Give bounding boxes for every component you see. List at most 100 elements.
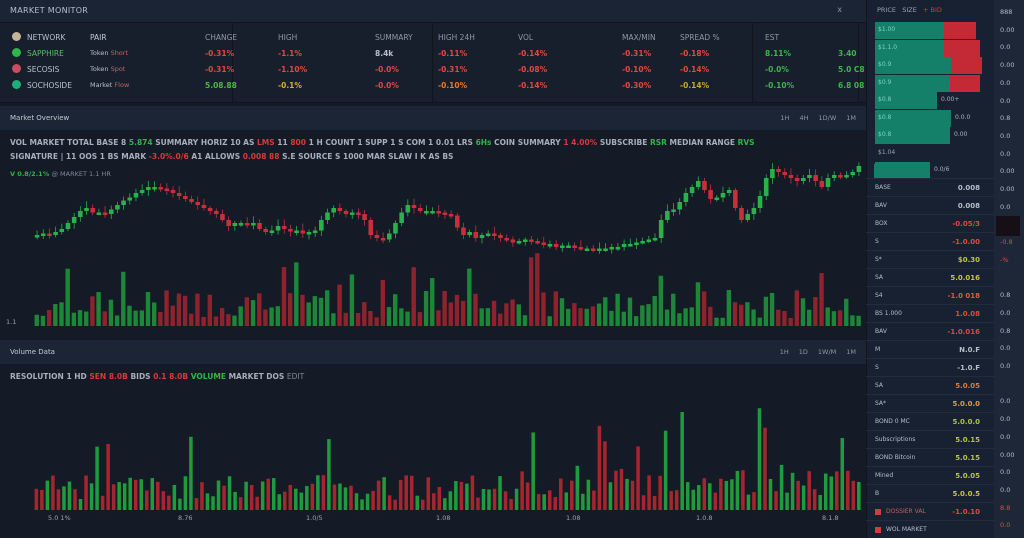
ticker-value: -0.31%: [622, 49, 652, 58]
far-column-value: 0.0: [1000, 432, 1011, 441]
info-token: SEN: [89, 372, 109, 381]
bid-depth-bar: [875, 22, 944, 39]
timeframe-tab[interactable]: 1M: [846, 114, 856, 122]
timeframe-tab[interactable]: 1M: [846, 348, 856, 356]
order-book-list-row[interactable]: SA 5.0.05: [866, 376, 994, 394]
timeframe-tab[interactable]: 1W/M: [817, 348, 837, 356]
ask-depth-bar: [951, 57, 982, 74]
depth-size: 0.00: [954, 131, 968, 138]
x-axis-tick-label: 1.08: [566, 514, 581, 522]
ticker-column-header[interactable]: HIGH: [278, 33, 298, 42]
info-token: 0.01 LRS: [435, 138, 476, 147]
alert-icon: [875, 508, 881, 515]
order-book-list-row[interactable]: BOND 0 MC 5.0.0.0: [866, 412, 994, 430]
price-info-line-2: SIGNATURE | 11 OOS 1 BS MARK -3.0%.0/6 A…: [10, 152, 453, 161]
list-value: N.0.F: [959, 346, 980, 354]
depth-price: $0.8: [878, 131, 892, 138]
window-titlebar: MARKET MONITOR x: [0, 0, 866, 23]
order-book-list-row[interactable]: S* $0.30: [866, 250, 994, 268]
order-book-list-row[interactable]: BAV -1.0.016: [866, 322, 994, 340]
order-book-list-row[interactable]: BOND Bitcoin 5.0.15: [866, 448, 994, 466]
order-book-list-row[interactable]: BAV 0.008: [866, 196, 994, 214]
ticker-column-header[interactable]: HIGH 24H: [438, 33, 475, 42]
x-axis-tick-label: 1.0.8: [696, 514, 713, 522]
order-book-depth-row[interactable]: $0.8 0.00+: [875, 92, 987, 109]
order-book-depth-row[interactable]: $1.04: [875, 145, 987, 162]
order-book-list-row[interactable]: S -1.0.00: [866, 232, 994, 250]
order-book-depth-row[interactable]: $0.8 0.00: [875, 127, 987, 144]
order-book-depth-row[interactable]: $1.1.0: [875, 39, 987, 57]
list-value: 5.0.15: [955, 454, 980, 462]
close-icon[interactable]: x: [837, 5, 842, 14]
list-value: 5.0.016: [950, 274, 980, 282]
timeframe-tab[interactable]: 1D: [798, 348, 808, 356]
order-book-list-row[interactable]: S -1.0.F: [866, 358, 994, 376]
order-book-list-row[interactable]: S4 -1.0 018: [866, 286, 994, 304]
list-label: S*: [875, 256, 882, 263]
price-chart[interactable]: VOL MARKET TOTAL BASE 8 5.874 SUMMARY HO…: [0, 130, 866, 338]
ticker-value: -1.10%: [278, 65, 308, 74]
order-book-list-row[interactable]: BOX -0.05/3: [866, 214, 994, 232]
order-book-col-size: SIZE: [902, 6, 917, 14]
info-token: @ MARKET 1.1 HR: [51, 170, 111, 178]
info-token: VOL MARKET TOTAL: [10, 138, 97, 147]
ticker-symbol[interactable]: SAPPHIRE: [27, 49, 64, 58]
order-book-list-row[interactable]: BASE 0.008: [866, 178, 994, 196]
ticker-column-header[interactable]: SUMMARY: [375, 33, 413, 42]
far-column-value: 0.0: [1000, 415, 1011, 424]
list-value: -0.05/3: [952, 220, 980, 228]
far-column-value: 0.8: [1000, 291, 1011, 300]
ticker-column-header[interactable]: MAX/MIN: [622, 33, 656, 42]
far-column-value: 0.0: [1000, 521, 1011, 530]
order-book-list-row[interactable]: WOL MARKET: [866, 520, 994, 538]
list-label: Subscriptions: [875, 436, 916, 443]
timeframe-tab[interactable]: 1H: [780, 114, 790, 122]
far-right-column: 888 0.00 0.0 0.00 0.0 0.0 0.8 0.0 0.0 0.00 0.00 0.0…: [994, 0, 1024, 538]
volume-chart[interactable]: RESOLUTION 1 HD SEN 8.0B BIDS 0.1 8.0B V…: [0, 364, 866, 538]
timeframe-tab[interactable]: 1H: [779, 348, 789, 356]
order-book-list-row[interactable]: Subscriptions 5.0.15: [866, 430, 994, 448]
order-book-list-row[interactable]: SA* 5.0.0.0: [866, 394, 994, 412]
ticker-pair-desc: Market Flow: [90, 81, 130, 89]
order-book-list-row[interactable]: SA 5.0.016: [866, 268, 994, 286]
timeframe-tab[interactable]: 1D/W: [818, 114, 837, 122]
order-book-list-row[interactable]: B 5.0.0.5: [866, 484, 994, 502]
order-book-list-row[interactable]: DOSSIER VAL -1.0.10: [866, 502, 994, 520]
order-book-depth-row[interactable]: $0.9: [875, 74, 987, 92]
far-column-value: 0.8: [1000, 114, 1011, 123]
ticker-value: -0.0%: [375, 81, 399, 90]
far-column-value: 0.0: [1000, 149, 1011, 158]
ticker-value: -0.0%: [375, 65, 399, 74]
price-info-line-1: VOL MARKET TOTAL BASE 8 5.874 SUMMARY HO…: [10, 138, 755, 147]
list-value: 5.0.0.5: [952, 490, 980, 498]
info-token: 11: [277, 138, 291, 147]
order-book-depth-row[interactable]: $1.00: [875, 22, 987, 39]
ask-depth-bar: [944, 22, 976, 39]
ticker-symbol[interactable]: SOCHOSIDE: [27, 81, 72, 90]
ticker-column-header[interactable]: CHANGE: [205, 33, 238, 42]
x-axis-tick-label: 1.08: [436, 514, 451, 522]
far-column-value: 8.8: [1000, 503, 1011, 512]
list-value: -1.0.10: [952, 508, 980, 516]
depth-price: $1.00: [878, 26, 896, 33]
order-book-list-row[interactable]: M N.0.F: [866, 340, 994, 358]
ticker-value: -0.10%: [765, 81, 795, 90]
order-book-list-row[interactable]: Mined 5.0.05: [866, 466, 994, 484]
ticker-header-pair[interactable]: PAIR: [90, 33, 107, 42]
volume-timeframe-tabs: 1H 1D 1W/M 1M: [780, 348, 856, 356]
order-book-depth-row[interactable]: $0.9: [875, 57, 987, 74]
ticker-table: PAIR CHANGE HIGH SUMMARY HIGH 24H VOL MAX/MIN S…: [0, 23, 866, 103]
ticker-column-header[interactable]: EST: [765, 33, 780, 42]
order-book-list-row[interactable]: BS 1.000 1.0.08: [866, 304, 994, 322]
ticker-column-header[interactable]: SPREAD %: [680, 33, 720, 42]
order-book-depth-row[interactable]: $0.8 0.0.0: [875, 109, 987, 127]
info-token: RVS: [737, 138, 755, 147]
ticker-column-header[interactable]: VOL: [518, 33, 534, 42]
timeframe-tab[interactable]: 4H: [799, 114, 809, 122]
bid-depth-bar: [875, 39, 944, 57]
info-token: 5.874: [128, 138, 156, 147]
ticker-value: -0.14%: [680, 81, 710, 90]
ticker-symbol[interactable]: NETWORK: [27, 33, 66, 42]
info-token: MARKET DOS: [228, 372, 287, 381]
ticker-symbol[interactable]: SECOSIS: [27, 65, 60, 74]
